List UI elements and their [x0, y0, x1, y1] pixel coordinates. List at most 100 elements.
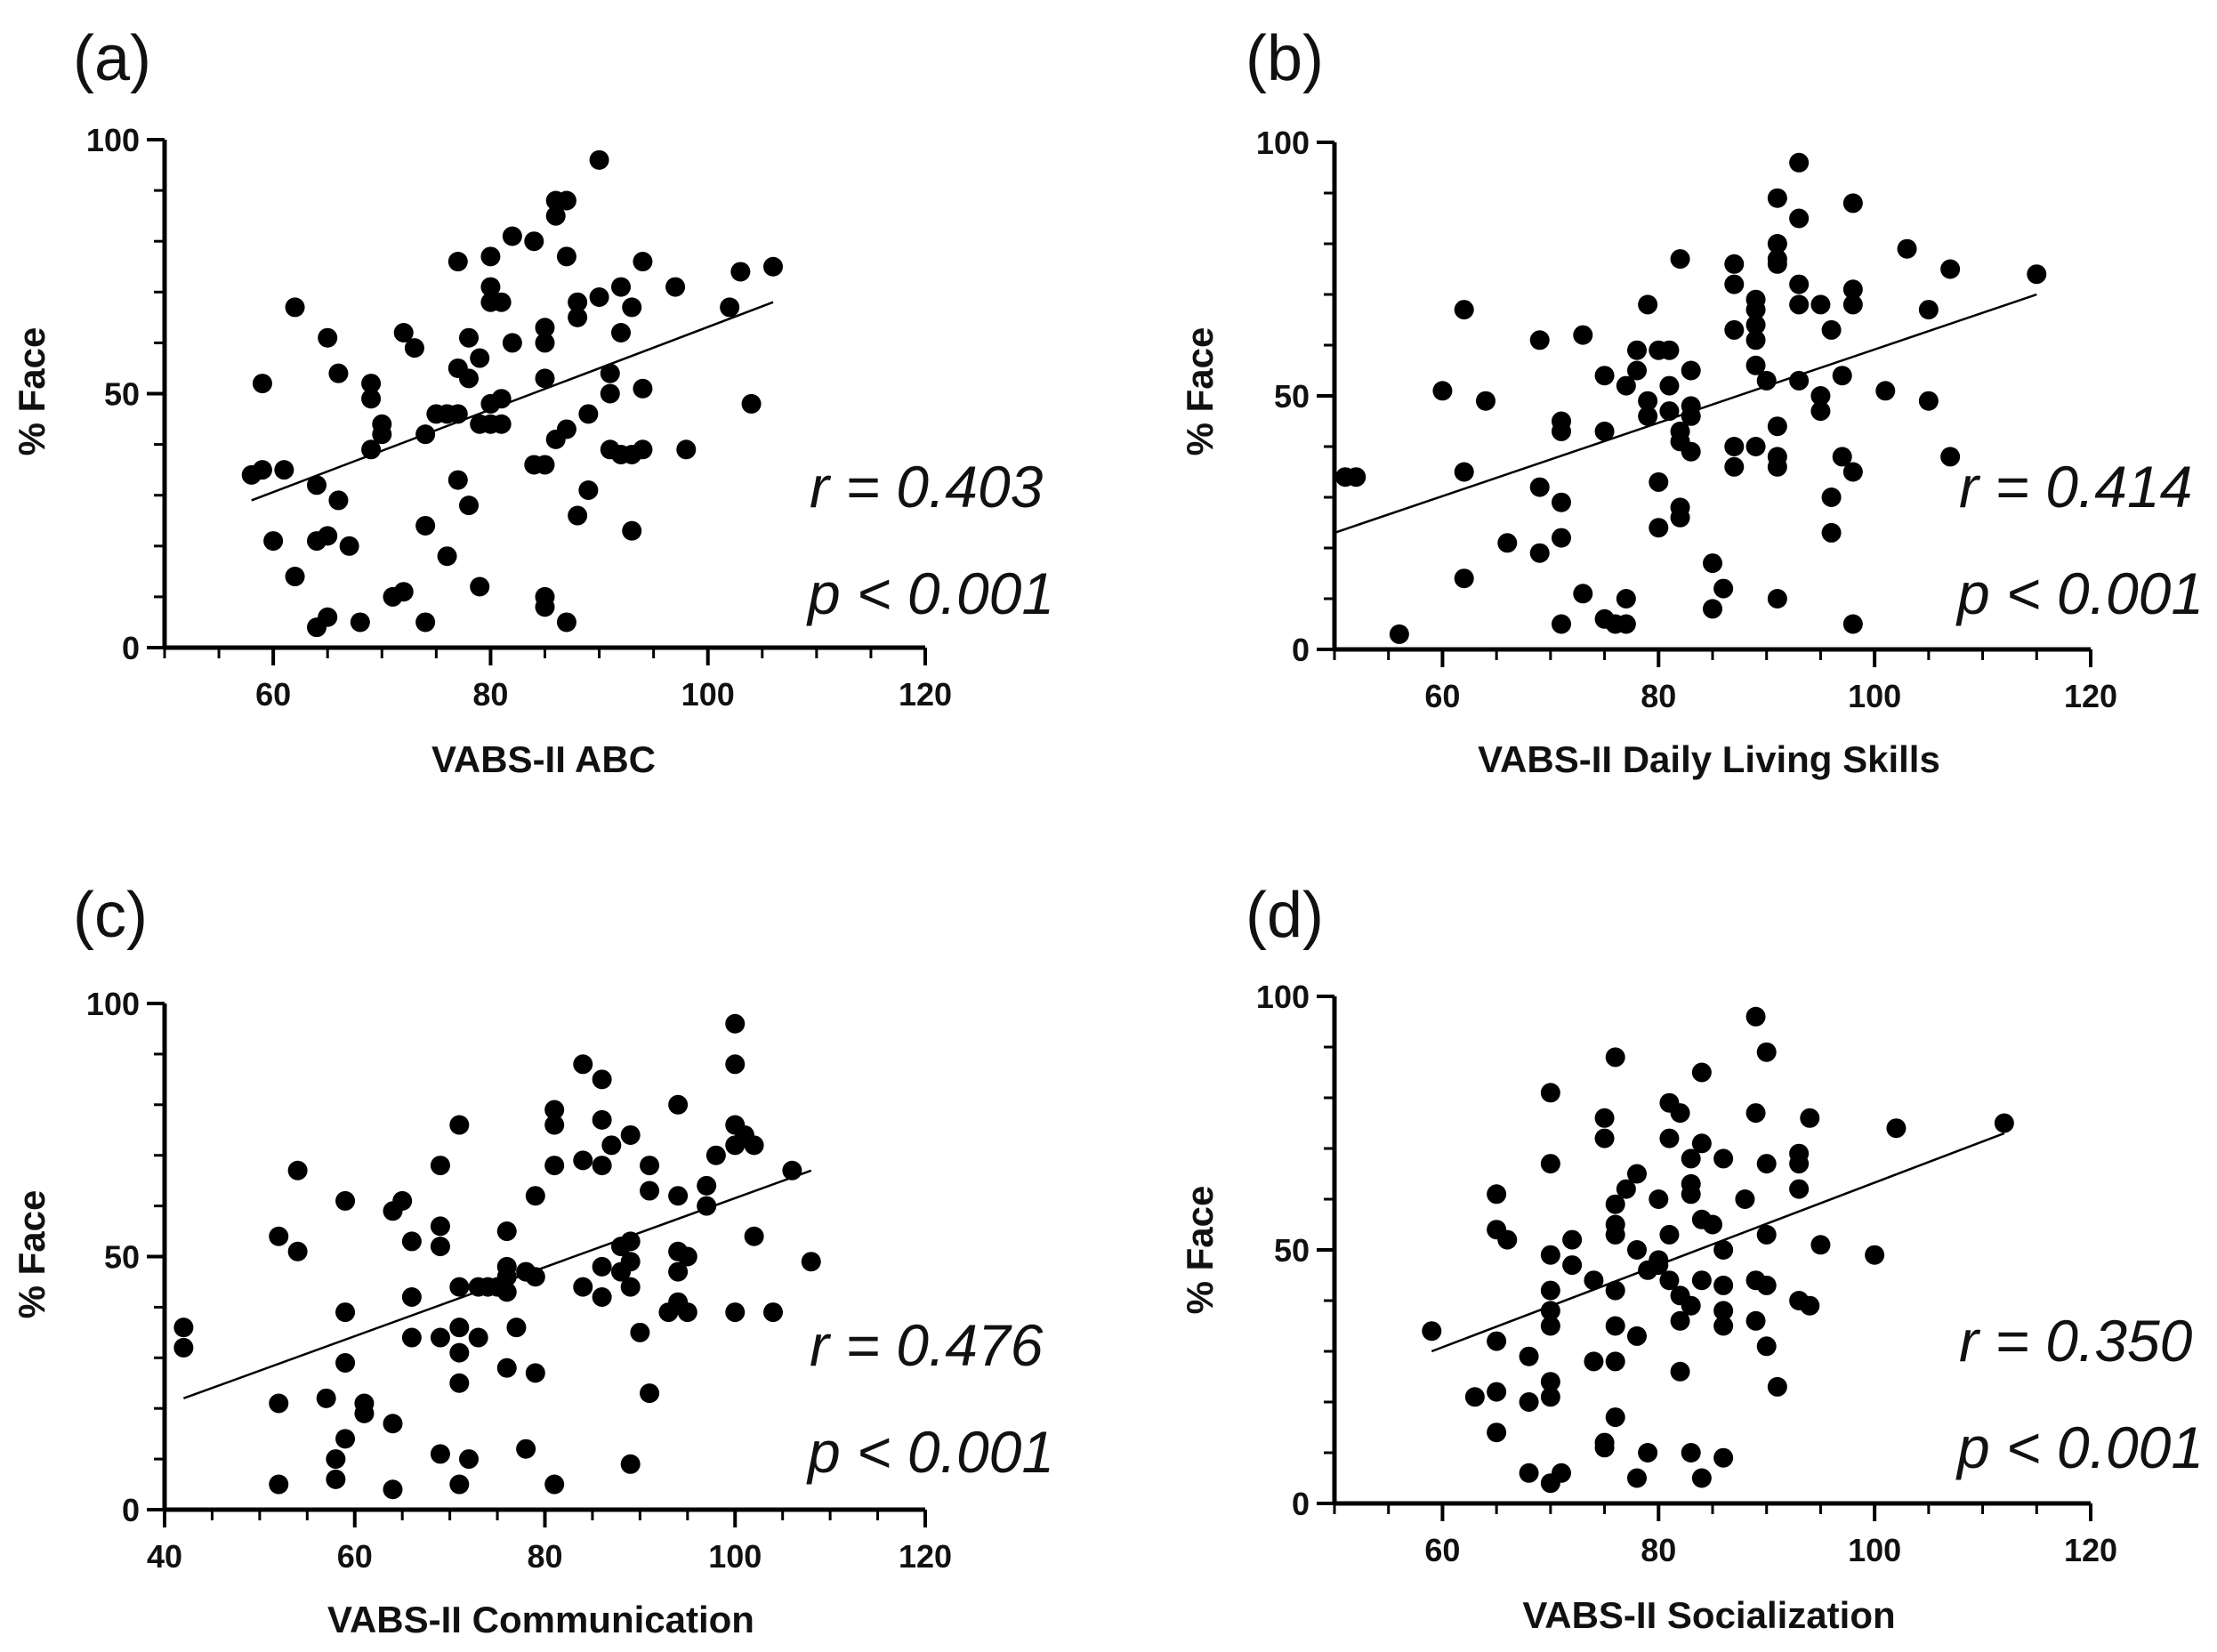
- p-value-b: p < 0.001: [1955, 560, 2204, 626]
- p-value-d: p < 0.001: [1955, 1414, 2204, 1480]
- data-point-c: [449, 1277, 470, 1297]
- data-point-c: [620, 1277, 641, 1297]
- data-point-c: [544, 1474, 565, 1495]
- data-point-c: [744, 1226, 764, 1246]
- data-point-d: [1691, 1270, 1712, 1291]
- panel-label-d: (d): [1246, 880, 1324, 951]
- data-point-a: [447, 252, 468, 272]
- data-point-b: [1767, 254, 1787, 274]
- data-point-c: [430, 1444, 450, 1464]
- data-point-d: [1594, 1438, 1615, 1458]
- data-point-d: [1745, 1103, 1766, 1124]
- panel-label-c: (c): [73, 880, 148, 951]
- data-point-c: [430, 1216, 450, 1237]
- data-point-d: [1638, 1443, 1658, 1463]
- p-value-c: p < 0.001: [806, 1419, 1054, 1485]
- data-point-b: [1810, 401, 1831, 422]
- data-point-c: [316, 1388, 336, 1408]
- data-point-b: [1918, 300, 1939, 320]
- data-point-a: [480, 277, 501, 297]
- data-point-b: [1616, 589, 1636, 608]
- data-point-c: [383, 1479, 403, 1500]
- data-point-d: [1627, 1326, 1647, 1346]
- data-point-c: [496, 1358, 517, 1378]
- x-tick-label-a: 80: [472, 676, 508, 713]
- data-point-b: [1703, 553, 1722, 574]
- data-point-c: [725, 1013, 746, 1034]
- data-point-a: [318, 327, 338, 348]
- data-point-b: [1552, 528, 1571, 548]
- data-point-b: [1681, 360, 1701, 381]
- data-point-a: [622, 520, 642, 541]
- data-point-c: [525, 1363, 545, 1383]
- data-point-d: [1540, 1083, 1560, 1103]
- x-tick-label-a: 100: [681, 676, 735, 713]
- data-point-a: [339, 536, 359, 556]
- data-point-b: [2027, 264, 2047, 285]
- data-point-d: [1497, 1229, 1518, 1250]
- data-point-a: [285, 297, 305, 318]
- data-point-b: [1627, 340, 1647, 360]
- data-point-a: [730, 262, 751, 282]
- data-point-d: [1745, 1006, 1766, 1027]
- data-point-a: [470, 576, 490, 597]
- data-point-a: [556, 419, 576, 439]
- data-point-c: [496, 1267, 517, 1287]
- y-axis-label-b: % Face: [1179, 327, 1221, 456]
- data-point-b: [1573, 584, 1593, 604]
- x-tick-label-b: 120: [2064, 678, 2117, 714]
- r-value-c: r = 0.476: [810, 1312, 1044, 1378]
- data-point-b: [1529, 543, 1550, 563]
- data-point-c: [573, 1054, 593, 1075]
- data-point-b: [1940, 447, 1961, 467]
- data-point-b: [1552, 614, 1571, 634]
- data-point-b: [1789, 208, 1810, 229]
- data-point-b: [1745, 330, 1766, 351]
- data-point-d: [1659, 1224, 1680, 1245]
- data-point-d: [1886, 1118, 1907, 1139]
- data-point-c: [573, 1277, 593, 1297]
- data-point-b: [1724, 274, 1745, 294]
- data-point-a: [459, 327, 479, 348]
- data-point-a: [393, 582, 414, 602]
- data-point-d: [1756, 1336, 1777, 1357]
- x-tick-label-c: 100: [708, 1538, 762, 1575]
- data-point-d: [1681, 1443, 1701, 1463]
- data-point-d: [1713, 1447, 1734, 1468]
- x-axis-label-b: VABS-II Daily Living Skills: [1478, 738, 1940, 780]
- data-point-b: [1594, 421, 1615, 441]
- data-point-a: [491, 389, 512, 409]
- data-point-b: [1745, 355, 1766, 375]
- data-point-d: [1594, 1108, 1615, 1128]
- data-point-c: [506, 1318, 527, 1338]
- data-point-a: [633, 439, 653, 460]
- data-point-a: [524, 231, 544, 252]
- data-point-d: [1745, 1310, 1766, 1331]
- data-point-b: [1810, 386, 1831, 406]
- data-point-c: [801, 1252, 821, 1272]
- data-point-c: [401, 1231, 422, 1252]
- data-point-d: [1487, 1422, 1507, 1443]
- data-point-a: [633, 378, 653, 399]
- data-point-d: [1691, 1062, 1712, 1083]
- data-point-b: [1713, 578, 1734, 599]
- data-point-d: [1659, 1270, 1680, 1291]
- x-tick-label-d: 120: [2064, 1532, 2117, 1568]
- data-point-d: [1810, 1235, 1831, 1255]
- data-point-b: [1594, 366, 1615, 386]
- regression-line-a: [251, 301, 774, 502]
- data-point-c: [383, 1414, 403, 1434]
- data-point-b: [1724, 319, 1745, 340]
- data-point-d: [1670, 1361, 1690, 1382]
- y-tick-label-c: 100: [86, 986, 140, 1022]
- y-tick-label-d: 0: [1292, 1486, 1310, 1522]
- data-point-d: [1756, 1154, 1777, 1174]
- data-point-d: [1605, 1407, 1625, 1428]
- data-point-b: [1897, 238, 1917, 259]
- data-point-d: [1800, 1108, 1820, 1128]
- data-point-b: [1875, 381, 1896, 401]
- data-point-c: [744, 1135, 764, 1156]
- data-point-d: [1691, 1133, 1712, 1154]
- data-point-b: [1638, 406, 1658, 426]
- data-point-d: [1659, 1128, 1680, 1148]
